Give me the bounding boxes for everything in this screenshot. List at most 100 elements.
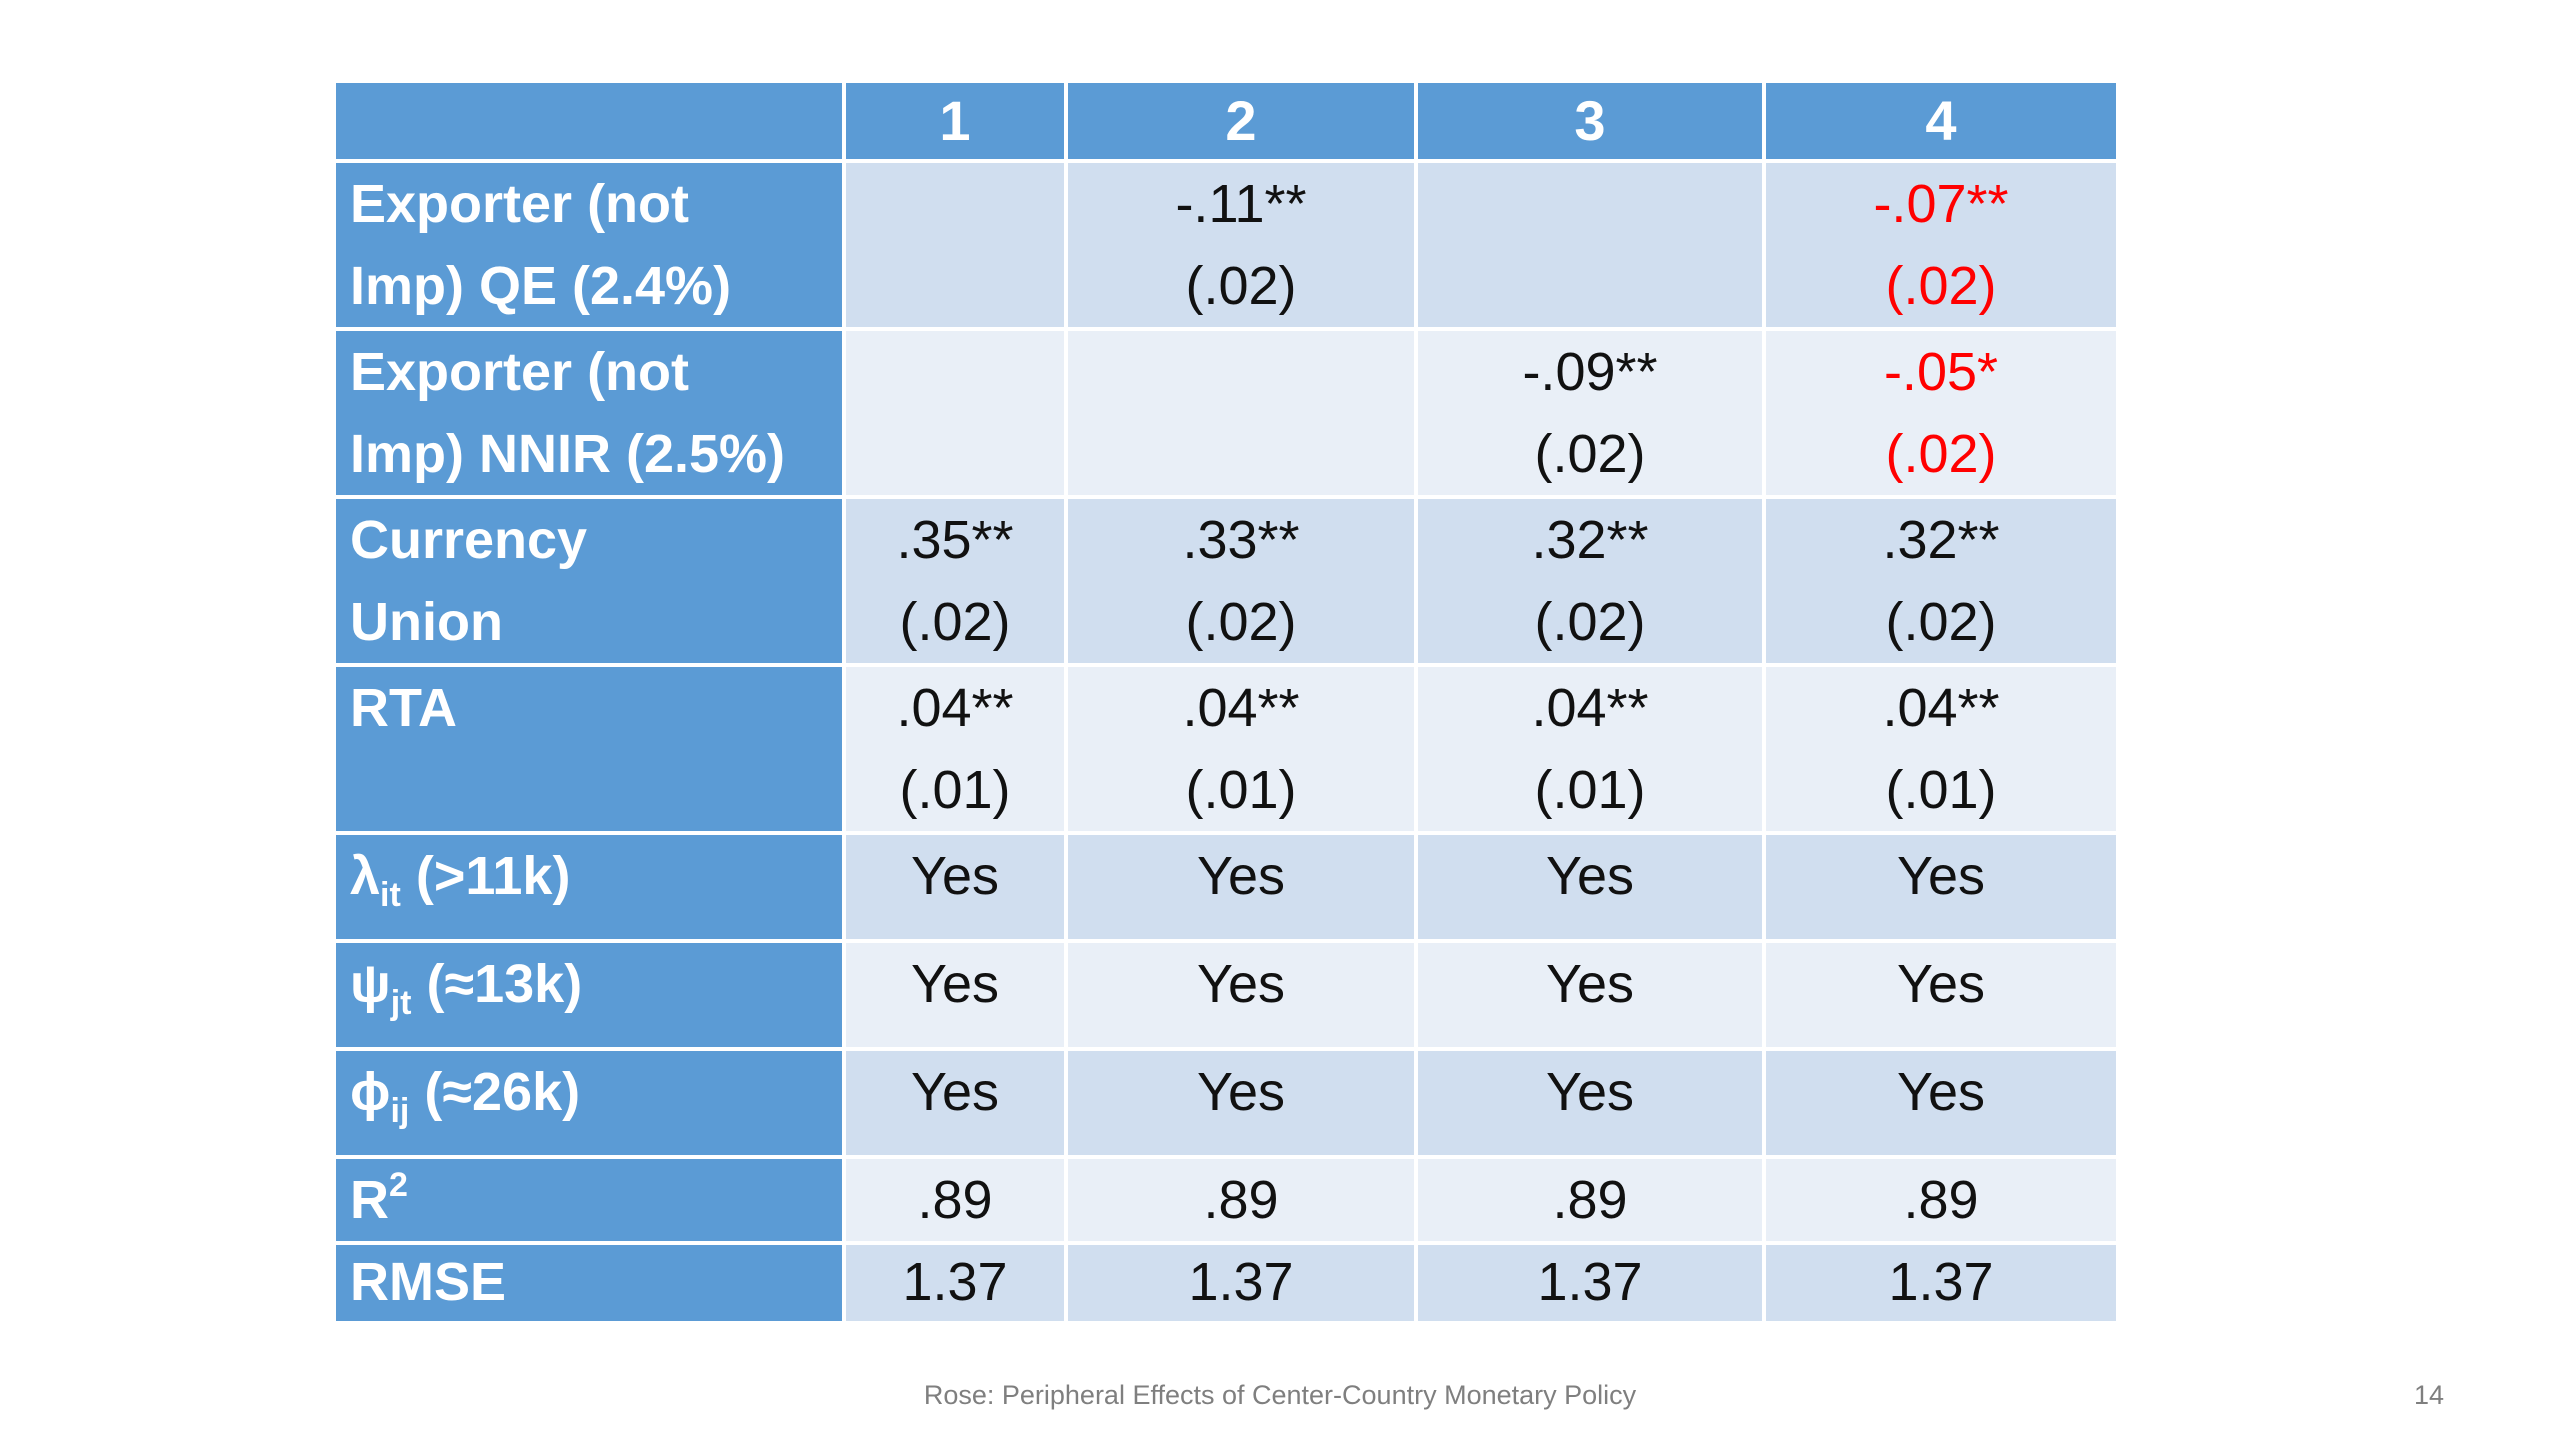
header-cell-col-3: 3	[1418, 83, 1766, 163]
row-label-line-1: Currency	[350, 510, 588, 570]
table-cell	[1418, 163, 1766, 331]
coef-value: .32**	[1531, 510, 1649, 570]
label-subscript: jt	[390, 984, 412, 1022]
table-cell: Yes	[1766, 1051, 2116, 1159]
table-cell: .04** (.01)	[1418, 667, 1766, 835]
table-cell: Yes	[846, 943, 1068, 1051]
table-row-psi-jt: ψjt (≈13k) Yes Yes Yes Yes	[336, 943, 2116, 1051]
table-row-rmse: RMSE 1.37 1.37 1.37 1.37	[336, 1245, 2116, 1321]
se-value: (.02)	[1185, 256, 1297, 316]
label-rest: (>11k)	[400, 846, 571, 906]
row-label-exporter-qe: Exporter (not Imp) QE (2.4%)	[336, 163, 846, 331]
coef-value: -.05*	[1883, 342, 1999, 402]
coef-value	[1418, 163, 1762, 245]
row-label-lambda-it: λit (>11k)	[336, 835, 846, 943]
table-cell: Yes	[1418, 835, 1766, 943]
table-cell: Yes	[1766, 835, 2116, 943]
coef-value: .04**	[1882, 678, 2000, 738]
row-label-rmse: RMSE	[336, 1245, 846, 1321]
page-number: 14	[2413, 1380, 2444, 1410]
table-cell: .04** (.01)	[1068, 667, 1418, 835]
coef-value: .32**	[1882, 510, 2000, 570]
table-cell: Yes	[1068, 1051, 1418, 1159]
table-cell-highlighted: -.07** (.02)	[1766, 163, 2116, 331]
table-cell: .89	[1766, 1159, 2116, 1245]
label-symbol: ψ	[350, 954, 391, 1014]
table-cell: 1.37	[846, 1245, 1068, 1321]
se-value	[846, 413, 1064, 495]
row-label-psi-jt: ψjt (≈13k)	[336, 943, 846, 1051]
table-cell: Yes	[1418, 943, 1766, 1051]
table-cell: Yes	[846, 835, 1068, 943]
se-value: (.01)	[899, 760, 1011, 820]
label-subscript: it	[380, 876, 401, 914]
se-value	[1418, 245, 1762, 327]
se-value: (.02)	[1885, 424, 1997, 484]
table-cell	[846, 331, 1068, 499]
se-value: (.02)	[1885, 256, 1997, 316]
coef-value	[1068, 331, 1414, 413]
row-label-line-1: RTA	[350, 678, 457, 738]
row-label-line-2: Imp) NNIR (2.5%)	[350, 424, 786, 484]
header-cell-col-4: 4	[1766, 83, 2116, 163]
label-superscript: 2	[389, 1166, 408, 1204]
regression-table: 1 2 3 4 Exporter (not Imp) QE (2.4%) -.1…	[336, 83, 2116, 1321]
coef-value: .04**	[896, 678, 1014, 738]
label-rest: (≈26k)	[409, 1062, 581, 1122]
table-cell: 1.37	[1766, 1245, 2116, 1321]
row-label-line-2: Union	[350, 592, 503, 652]
coef-value	[846, 163, 1064, 245]
row-label-line-2: Imp) QE (2.4%)	[350, 256, 732, 316]
row-label-exporter-nnir: Exporter (not Imp) NNIR (2.5%)	[336, 331, 846, 499]
table-row-exporter-nnir: Exporter (not Imp) NNIR (2.5%) -.09** (.…	[336, 331, 2116, 499]
table-row-lambda-it: λit (>11k) Yes Yes Yes Yes	[336, 835, 2116, 943]
label-rest: (≈13k)	[411, 954, 583, 1014]
table-cell: Yes	[1068, 835, 1418, 943]
table-cell	[846, 163, 1068, 331]
row-label-rta: RTA	[336, 667, 846, 835]
coef-value: .33**	[1182, 510, 1300, 570]
coef-value: .35**	[896, 510, 1014, 570]
se-value: (.02)	[899, 592, 1011, 652]
row-label-line-1: Exporter (not	[350, 174, 690, 234]
se-value: (.01)	[1534, 760, 1646, 820]
table-cell: .04** (.01)	[1766, 667, 2116, 835]
coef-value: -.07**	[1873, 174, 2009, 234]
header-row: 1 2 3 4	[336, 83, 2116, 163]
table-cell: 1.37	[1418, 1245, 1766, 1321]
se-value: (.01)	[1185, 760, 1297, 820]
table-cell: Yes	[1766, 943, 2116, 1051]
table-cell: -.11** (.02)	[1068, 163, 1418, 331]
label-base: R	[350, 1170, 389, 1230]
se-value	[846, 245, 1064, 327]
coef-value: -.11**	[1175, 174, 1307, 234]
table-cell: .35** (.02)	[846, 499, 1068, 667]
se-value	[1068, 413, 1414, 495]
table-cell: Yes	[1068, 943, 1418, 1051]
table-cell: .89	[1068, 1159, 1418, 1245]
slide-footer: Rose: Peripheral Effects of Center-Count…	[923, 1380, 1637, 1410]
coef-value: -.09**	[1522, 342, 1658, 402]
se-value: (.02)	[1185, 592, 1297, 652]
row-label-line-1: Exporter (not	[350, 342, 690, 402]
header-cell-label	[336, 83, 846, 163]
table-cell: .04** (.01)	[846, 667, 1068, 835]
table-row-phi-ij: ϕij (≈26k) Yes Yes Yes Yes	[336, 1051, 2116, 1159]
se-value: (.02)	[1534, 592, 1646, 652]
table-cell: .33** (.02)	[1068, 499, 1418, 667]
se-value: (.02)	[1885, 592, 1997, 652]
label-symbol: ϕ	[350, 1062, 391, 1122]
se-value: (.01)	[1885, 760, 1997, 820]
table-cell: .89	[1418, 1159, 1766, 1245]
table-row-r-squared: R2 .89 .89 .89 .89	[336, 1159, 2116, 1245]
coef-value: .04**	[1531, 678, 1649, 738]
table-cell: .89	[846, 1159, 1068, 1245]
coef-value	[846, 331, 1064, 413]
se-value: (.02)	[1534, 424, 1646, 484]
table-row-rta: RTA .04** (.01) .04** (.01) .04** (.01) …	[336, 667, 2116, 835]
table-cell	[1068, 331, 1418, 499]
row-label-phi-ij: ϕij (≈26k)	[336, 1051, 846, 1159]
table-row-currency-union: Currency Union .35** (.02) .33** (.02) .…	[336, 499, 2116, 667]
header-cell-col-1: 1	[846, 83, 1068, 163]
table-cell: Yes	[1418, 1051, 1766, 1159]
